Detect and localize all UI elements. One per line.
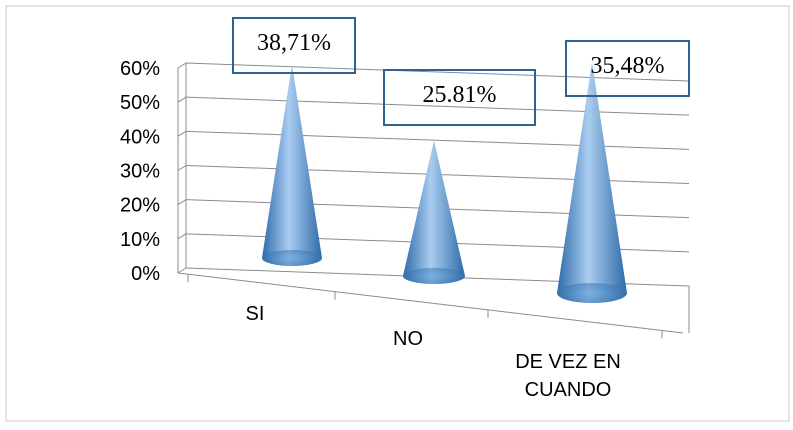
y-tick-label: 30%	[120, 161, 160, 183]
cone-base	[262, 250, 322, 266]
data-label: 25.81%	[383, 69, 536, 126]
gridline	[185, 96, 690, 116]
chart-border	[5, 5, 790, 422]
y-tick-label: 40%	[120, 126, 160, 148]
data-label-text: 25.81%	[423, 82, 497, 108]
cone-bar	[557, 62, 627, 303]
cone-bar	[403, 140, 465, 284]
cone-body	[557, 62, 627, 303]
side-gridline	[177, 130, 187, 137]
side-gridline	[177, 62, 187, 69]
cone-bar	[262, 64, 322, 266]
side-gridline	[177, 199, 187, 206]
side-gridline	[177, 233, 187, 240]
data-label-box	[232, 17, 356, 74]
y-tick-label: 50%	[120, 92, 160, 114]
x-tick-label: DE VEZ EN CUANDO	[515, 351, 621, 401]
x-tick-label: NO	[393, 328, 423, 350]
cone-base	[557, 283, 627, 303]
side-gridline	[177, 96, 187, 103]
cone-body	[403, 140, 465, 284]
side-gridline	[177, 165, 187, 171]
cone-body	[262, 64, 322, 266]
data-label-text: 35,48%	[591, 53, 665, 79]
gridline	[185, 130, 690, 150]
floor-front-edge	[177, 272, 684, 334]
y-tick-label: 20%	[120, 195, 160, 217]
data-label-text: 38,71%	[257, 30, 331, 56]
y-tick-label: 0%	[131, 263, 160, 285]
cone-base	[403, 268, 465, 284]
y-tick-label: 10%	[120, 229, 160, 251]
data-label: 38,71%	[232, 17, 356, 74]
side-gridline	[177, 267, 187, 274]
data-label-box	[565, 40, 690, 97]
gridline	[185, 62, 690, 82]
y-tick-label: 60%	[120, 58, 160, 80]
data-label-box	[383, 69, 536, 126]
x-tick-label: SI	[246, 303, 265, 325]
data-label: 35,48%	[565, 40, 690, 97]
